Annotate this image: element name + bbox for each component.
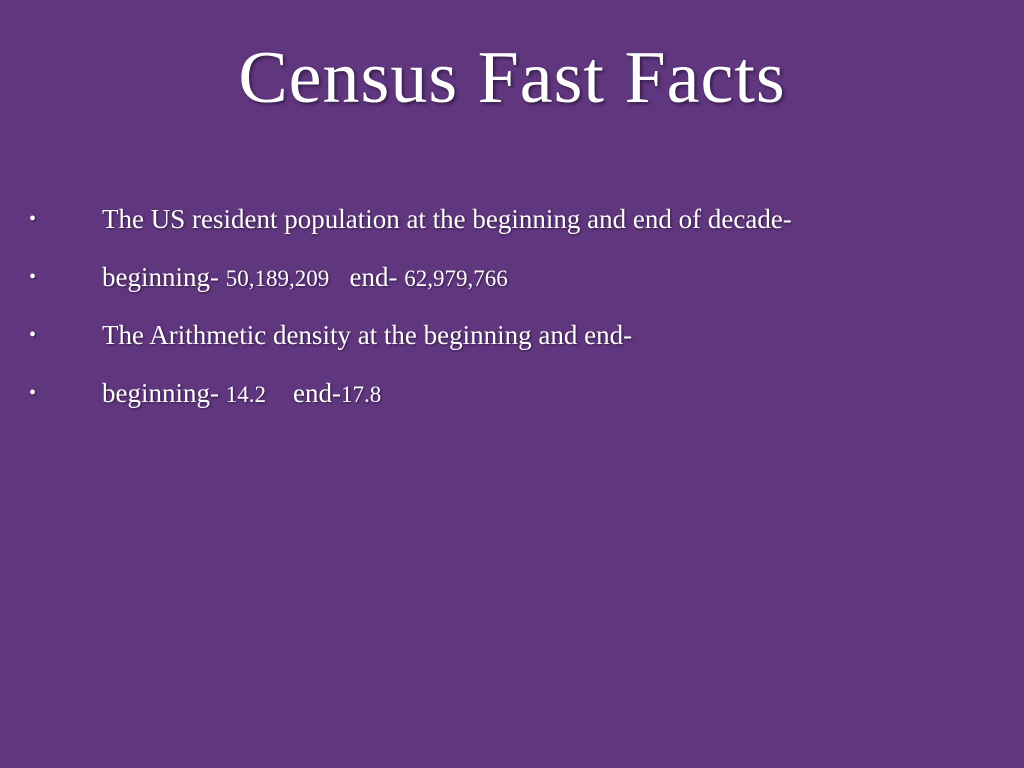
bullet-list: • The US resident population at the begi…: [0, 198, 792, 430]
value: 50,189,209: [225, 266, 330, 291]
bullet-item: • beginning- 50,189,209 end- 62,979,766: [0, 256, 508, 314]
bullet-icon: •: [29, 382, 37, 404]
bullet-text: beginning- 50,189,209 end- 62,979,766: [102, 256, 508, 300]
bullet-item: • The Arithmetic density at the beginnin…: [0, 314, 632, 372]
bullet-text: The Arithmetic density at the beginning …: [102, 320, 633, 350]
slide-title: Census Fast Facts: [238, 37, 786, 119]
bullet-text: beginning- 14.2 end-17.8: [102, 372, 381, 416]
bullet-item: • beginning- 14.2 end-17.8: [0, 372, 381, 430]
label: end-: [265, 378, 341, 408]
label: beginning-: [102, 262, 226, 292]
value: 17.8: [340, 382, 382, 407]
value: 14.2: [225, 382, 266, 407]
label: end-: [329, 262, 405, 292]
value: 62,979,766: [404, 266, 508, 291]
bullet-icon: •: [29, 266, 37, 288]
bullet-text: The US resident population at the beginn…: [102, 204, 792, 234]
bullet-icon: •: [29, 324, 37, 346]
label: beginning-: [102, 378, 226, 408]
bullet-item: • The US resident population at the begi…: [0, 198, 792, 256]
bullet-icon: •: [29, 208, 37, 230]
